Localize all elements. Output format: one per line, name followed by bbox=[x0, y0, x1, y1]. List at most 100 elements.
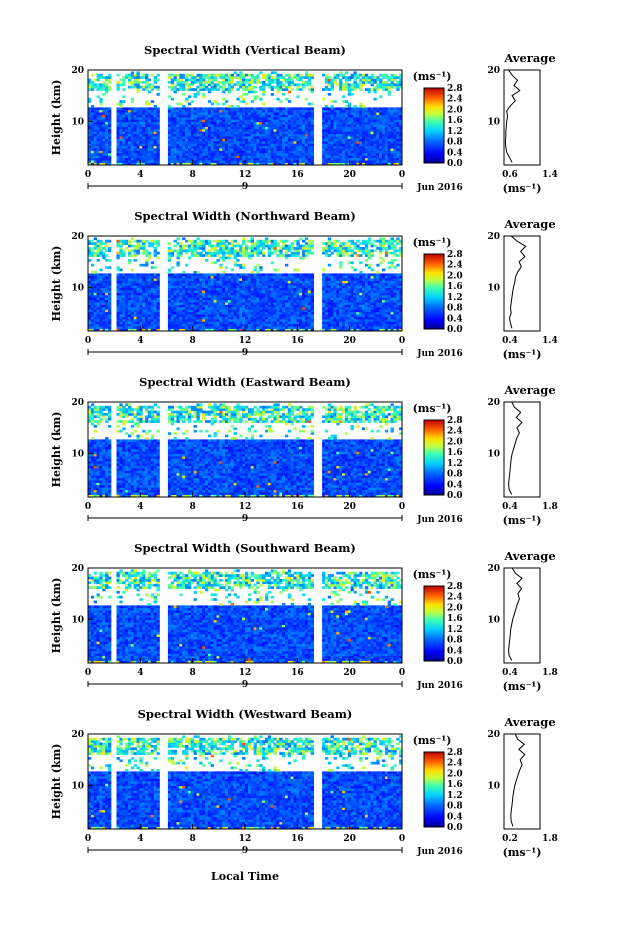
heatmap-cell bbox=[273, 319, 277, 322]
heatmap-cell bbox=[376, 129, 380, 132]
heatmap-cell bbox=[173, 302, 177, 305]
heatmap-cell bbox=[222, 247, 226, 250]
heatmap-cell bbox=[170, 328, 175, 332]
heatmap-cell bbox=[333, 107, 337, 111]
heatmap-cell bbox=[147, 85, 152, 89]
heatmap-cell bbox=[245, 319, 249, 322]
heatmap-cell bbox=[173, 133, 177, 137]
heatmap-cell bbox=[202, 126, 206, 130]
heatmap-cell bbox=[270, 287, 274, 291]
heatmap-cell bbox=[225, 249, 229, 253]
heatmap-cell bbox=[147, 145, 152, 149]
heatmap-cell bbox=[259, 266, 263, 269]
heatmap-cell bbox=[179, 302, 183, 305]
heatmap-cell bbox=[322, 131, 326, 135]
heatmap-cell bbox=[150, 292, 155, 296]
heatmap-cell bbox=[173, 136, 177, 139]
heatmap-cell bbox=[267, 129, 272, 132]
heatmap-cell bbox=[147, 150, 152, 154]
heatmap-cell bbox=[322, 143, 326, 147]
heatmap-cell bbox=[182, 275, 186, 279]
heatmap-cell bbox=[179, 304, 183, 308]
heatmap-cell bbox=[279, 150, 283, 154]
heatmap-cell bbox=[265, 328, 269, 332]
heatmap-cell bbox=[142, 309, 146, 313]
heatmap-cell bbox=[267, 143, 272, 147]
heatmap-cell bbox=[176, 138, 180, 142]
heatmap-cell bbox=[219, 131, 223, 135]
heatmap-cell bbox=[307, 73, 312, 77]
heatmap-cell bbox=[139, 295, 143, 298]
heatmap-cell bbox=[205, 275, 209, 279]
heatmap-cell bbox=[202, 283, 206, 286]
heatmap-cell bbox=[262, 295, 266, 298]
heatmap-cell bbox=[262, 131, 266, 135]
heatmap-cell bbox=[167, 150, 172, 154]
heatmap-cell bbox=[302, 109, 306, 113]
heatmap-cell bbox=[116, 107, 120, 111]
heatmap-cell bbox=[302, 126, 306, 130]
heatmap-cell bbox=[130, 143, 135, 147]
heatmap-cell bbox=[262, 275, 266, 279]
heatmap-cell bbox=[185, 280, 189, 284]
heatmap-cell bbox=[170, 81, 175, 84]
heatmap-cell bbox=[227, 121, 232, 125]
heatmap-cell bbox=[196, 73, 200, 77]
heatmap-cell bbox=[202, 83, 206, 87]
heatmap-cell bbox=[170, 157, 175, 161]
heatmap-cell bbox=[253, 266, 257, 269]
heatmap-cell bbox=[105, 311, 109, 315]
heatmap-cell bbox=[150, 121, 155, 125]
heatmap-cell bbox=[304, 124, 309, 127]
heatmap-cell bbox=[176, 81, 180, 84]
heatmap-cell bbox=[99, 244, 103, 248]
heatmap-cell bbox=[142, 124, 146, 127]
heatmap-cell bbox=[236, 314, 240, 317]
heatmap-cell bbox=[310, 145, 314, 149]
heatmap-cell bbox=[213, 148, 217, 151]
heatmap-cell bbox=[133, 314, 137, 317]
heatmap-cell bbox=[302, 138, 306, 142]
heatmap-cell bbox=[145, 107, 149, 111]
heatmap-cell bbox=[90, 307, 95, 310]
heatmap-cell bbox=[222, 131, 226, 135]
heatmap-cell bbox=[384, 126, 389, 130]
heatmap-cell bbox=[193, 295, 197, 298]
heatmap-cell bbox=[128, 287, 132, 291]
heatmap-cell bbox=[102, 295, 106, 298]
heatmap-cell bbox=[199, 107, 203, 111]
heatmap-cell bbox=[185, 326, 189, 329]
heatmap-cell bbox=[196, 299, 200, 303]
heatmap-cell bbox=[153, 302, 157, 305]
heatmap-cell bbox=[253, 150, 257, 154]
heatmap-cell bbox=[290, 141, 294, 144]
heatmap-cell bbox=[213, 326, 217, 329]
heatmap-cell bbox=[170, 309, 175, 313]
heatmap-cell bbox=[239, 326, 243, 329]
heatmap-cell bbox=[356, 83, 360, 87]
heatmap-cell bbox=[387, 114, 391, 118]
heatmap-cell bbox=[199, 299, 203, 303]
heatmap-cell bbox=[176, 304, 180, 308]
heatmap-cell bbox=[379, 107, 383, 111]
heatmap-cell bbox=[250, 304, 254, 308]
heatmap-cell bbox=[133, 239, 137, 243]
heatmap-cell bbox=[142, 133, 146, 137]
heatmap-cell bbox=[170, 124, 175, 127]
heatmap-cell bbox=[227, 319, 232, 322]
heatmap-cell bbox=[196, 112, 200, 115]
heatmap-cell bbox=[299, 73, 303, 77]
heatmap-cell bbox=[304, 126, 309, 130]
heatmap-cell bbox=[128, 81, 132, 84]
heatmap-cell bbox=[270, 297, 274, 301]
heatmap-cell bbox=[90, 249, 95, 253]
heatmap-cell bbox=[239, 297, 243, 301]
heatmap-cell bbox=[90, 162, 95, 166]
heatmap-cell bbox=[356, 138, 360, 142]
heatmap-cell bbox=[130, 85, 135, 89]
heatmap-cell bbox=[250, 295, 254, 298]
heatmap-cell bbox=[205, 242, 209, 245]
heatmap-cell bbox=[156, 85, 160, 89]
heatmap-cell bbox=[130, 141, 135, 144]
heatmap-cell bbox=[356, 107, 360, 111]
